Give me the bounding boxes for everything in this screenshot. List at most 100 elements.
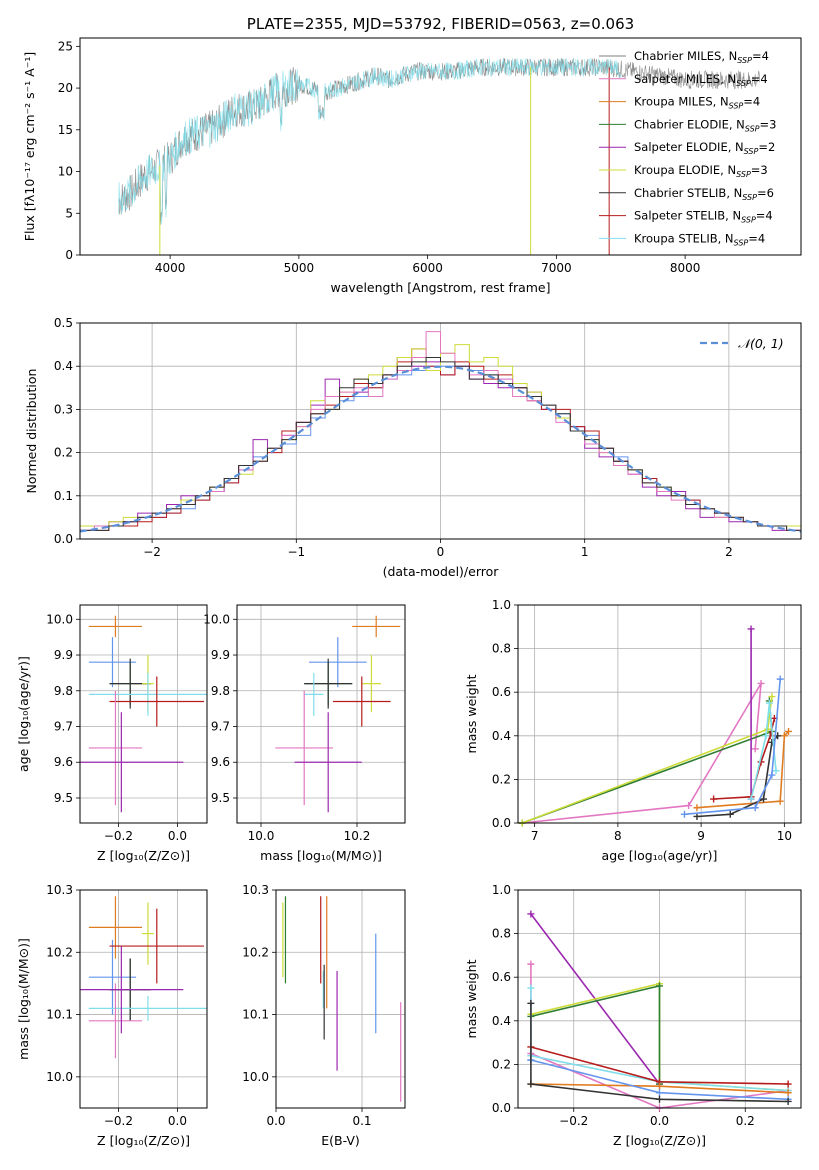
legend-sub: SSP [742,193,757,202]
legend-tail: =4 [756,209,773,223]
x-axis-label: Z [log₁₀(Z/Z⊙)] [97,848,190,863]
y-tick-label: 0.4 [54,359,73,373]
x-tick-label: 0.1 [352,1114,371,1128]
y-tick-label: 0 [65,248,73,262]
legend-tail: =3 [760,117,777,131]
y-tick-label: 0.6 [492,970,511,984]
x-tick-label: −0.2 [104,1114,133,1128]
data-point [527,999,535,1007]
data-point [656,982,663,990]
legend-sub: SSP [737,56,752,65]
legend-text: Chabrier ELODIE, N [634,117,745,131]
x-axis-label: Z [log₁₀(Z/Z⊙)] [97,1133,190,1148]
y-tick-label: 0.1 [54,489,73,503]
y-tick-label: 9.6 [211,755,230,769]
y-tick-label: 10.3 [242,883,269,897]
panel-1: −2 −1 0 1 2 0.0 0.1 0.2 0.3 0.4 0.5 (data-model)/er… [24,316,802,579]
data-point [747,795,755,803]
legend-text: Chabrier MILES, N [634,49,737,63]
data-point [527,960,535,968]
x-tick-label: 9 [697,829,705,843]
y-axis-label: age [log₁₀(age/yr)] [16,656,31,772]
y-tick-label: 10.0 [46,1070,73,1084]
x-tick-label: 7000 [541,261,572,275]
x-tick-label: 8 [614,829,622,843]
y-axis-label: mass [log₁₀(M/M⊙)] [16,938,31,1060]
x-tick-label: 1 [581,545,589,559]
y-tick-label: 0.3 [54,402,73,416]
data-point [762,732,770,740]
plot-frame [79,889,208,1109]
y-tick-label: 0.8 [492,927,511,941]
x-axis-label: wavelength [Angstrom, rest frame] [330,280,550,295]
data-point [751,745,759,753]
legend-label: Kroupa STELIB, NSSP=4 [634,231,765,247]
data-point [656,1089,663,1097]
y-tick-label: 10.0 [242,1070,269,1084]
x-tick-label: −2 [143,545,161,559]
y-tick-label: 0.5 [54,316,73,330]
plot-frame [517,889,802,1109]
y-axis-label: mass weight [464,674,479,753]
y-axis-label: Flux [fλ10⁻¹⁷ erg cm⁻² s⁻¹ A⁻¹] [22,52,37,241]
panel-4: 7 8 9 10 0.0 0.2 0.4 0.6 0.8 1.0 age [log₁₀(age/yr… [464,598,802,863]
x-tick-label: −0.2 [104,829,133,843]
y-tick-label: 0.2 [492,772,511,786]
y-tick-label: 0.0 [54,532,73,546]
legend-label: 𝒩(0, 1) [738,336,784,351]
panel-3: 10.0 10.2 9.5 9.6 9.7 9.8 9.9 10.0 mass [log₁₀(M… [203,604,406,863]
panel-5: −0.2 0.0 10.0 10.1 10.2 10.3 Z [log₁₀(Z/Z⊙)] ma… [16,883,208,1148]
data-point [765,699,773,707]
x-tick-label: 0.0 [168,829,187,843]
x-tick-label: 4000 [155,261,186,275]
data-point [757,679,765,687]
legend-tail: =4 [752,49,769,63]
y-tick-label: 10.1 [46,1008,73,1022]
y-tick-label: 9.9 [54,648,73,662]
data-point [784,1080,792,1088]
x-tick-label: 7 [531,829,539,843]
plot-frame [517,604,802,824]
data-point [776,675,784,683]
y-tick-label: 0.2 [492,1057,511,1071]
x-tick-label: 6000 [412,261,443,275]
panel-7: −0.2 0.0 0.2 0.0 0.2 0.4 0.6 0.8 1.0 Z [log₁₀(Z/Z… [464,883,802,1148]
x-tick-label: 10.2 [344,829,371,843]
plot-frame [79,604,208,824]
x-tick-label: 0.0 [266,1114,285,1128]
data-point [772,767,780,775]
plot-frame [236,604,406,824]
legend-text: Chabrier STELIB, N [634,186,742,200]
y-tick-label: 20 [58,81,73,95]
y-tick-label: 9.5 [211,791,230,805]
histogram-series [80,357,801,531]
y-tick-label: 0.8 [492,642,511,656]
data-point [780,732,788,740]
y-tick-label: 0.0 [492,816,511,830]
data-point [768,771,776,779]
y-tick-label: 9.8 [211,684,230,698]
x-tick-label: 8000 [670,261,701,275]
legend-sub: SSP [734,238,749,247]
data-point [768,693,776,701]
data-point [785,727,793,735]
y-tick-label: 9.7 [211,720,230,734]
legend-label: Kroupa MILES, NSSP=4 [634,95,760,111]
series-line [530,1003,789,1103]
y-tick-label: 1.0 [492,883,511,897]
y-tick-label: 10.0 [203,612,230,626]
data-point [710,795,718,803]
data-point [527,1080,535,1088]
y-tick-label: 15 [58,123,73,137]
y-tick-label: 0.4 [492,1014,511,1028]
x-tick-label: 0.2 [736,1114,755,1128]
series-line [696,730,790,809]
legend-text: Salpeter MILES, N [634,72,736,86]
x-tick-label: 2 [725,545,733,559]
legend-text: Kroupa MILES, N [634,95,729,109]
x-axis-label: age [log₁₀(age/yr)] [602,848,718,863]
legend-label: Salpeter MILES, NSSP=4 [634,72,768,88]
y-tick-label: 10.2 [46,945,73,959]
plot-frame [79,322,802,540]
plot-frame [79,37,802,256]
